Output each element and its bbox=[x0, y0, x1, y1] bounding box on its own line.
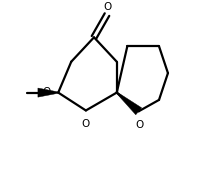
Text: O: O bbox=[135, 120, 144, 130]
Text: O: O bbox=[42, 87, 51, 97]
Text: O: O bbox=[103, 2, 111, 12]
Polygon shape bbox=[116, 92, 142, 115]
Polygon shape bbox=[38, 88, 58, 97]
Text: O: O bbox=[81, 119, 89, 129]
